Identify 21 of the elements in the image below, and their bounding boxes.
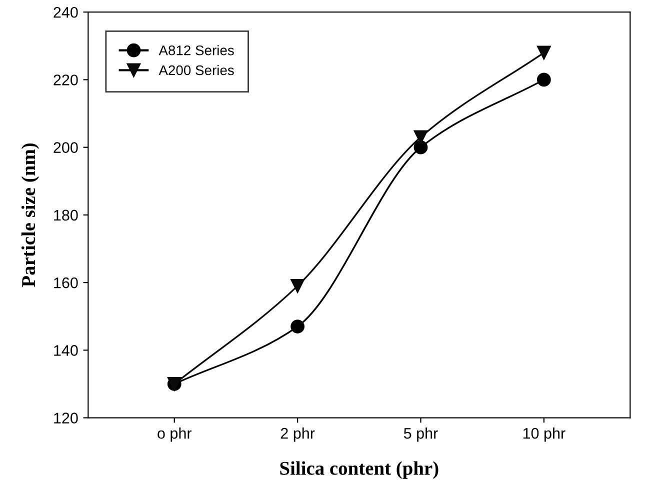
x-axis-title: Silica content (phr) [280, 461, 438, 479]
x-tick-label: 5 phr [404, 428, 438, 442]
y-tick-label: 180 [54, 210, 78, 221]
x-tick-label: 2 phr [280, 428, 315, 442]
y-tick-label: 220 [54, 74, 78, 86]
point [536, 72, 551, 87]
point [290, 320, 305, 334]
legend-label: A200 Series [158, 64, 234, 76]
y-tick-label: 200 [54, 142, 78, 153]
point [536, 46, 551, 60]
x-tick-label: o phr [158, 428, 192, 442]
y-tick-label: 240 [54, 6, 78, 18]
y-tick-label: 140 [54, 345, 78, 356]
point [414, 140, 428, 154]
x-tick-label: 10 phr [523, 428, 566, 442]
y-axis-title: Particle size (nm) [21, 143, 40, 287]
y-tick-label: 160 [54, 277, 78, 288]
point [290, 278, 305, 293]
y-tick-label: 120 [54, 412, 78, 424]
legend-label: A812 Series [158, 45, 234, 56]
point [414, 130, 428, 144]
